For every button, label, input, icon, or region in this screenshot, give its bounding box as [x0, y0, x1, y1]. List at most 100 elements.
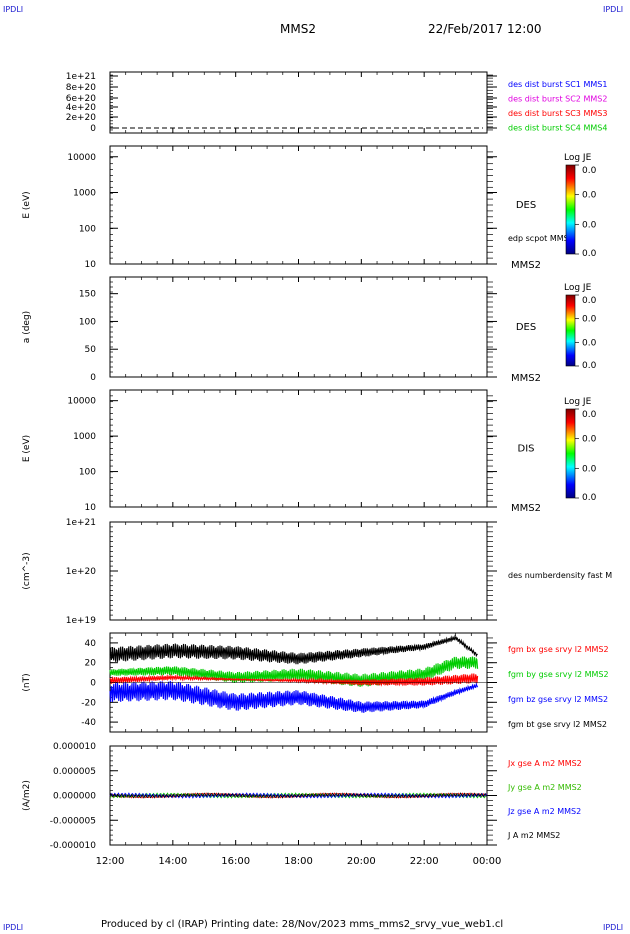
colorbar-label: 0.0 [582, 249, 597, 259]
colorbar-label: 0.0 [582, 464, 597, 474]
panel-label: DES [516, 322, 536, 333]
colorbar-title: Log JE [564, 397, 592, 407]
panel-sublabel: edp scpot MMS2 [508, 234, 574, 243]
series-line-2 [109, 673, 479, 687]
colorbar-title: Log JE [564, 153, 592, 163]
y-axis-title: (nT) [22, 673, 32, 691]
y-tick-label: 1000 [73, 432, 96, 442]
y-tick-label: 1e+21 [66, 72, 96, 82]
y-tick-label: 50 [85, 345, 97, 355]
y-tick-label: 10000 [67, 397, 96, 407]
corner-mark-bottom-right: IPDLI [603, 923, 624, 932]
y-tick-label: 1e+19 [66, 616, 97, 626]
panel-frame-1 [109, 145, 488, 265]
legend-label: des dist burst SC4 MMS4 [508, 124, 607, 133]
legend-label: des dist burst SC1 MMS1 [508, 80, 607, 89]
y-tick-label: 0.000010 [53, 742, 96, 752]
y-axis-title: E (eV) [22, 191, 32, 218]
colorbar-label: 0.0 [582, 361, 597, 371]
colorbar-label: 0.0 [582, 166, 597, 176]
time-tick-label: 00:00 [473, 856, 502, 867]
y-tick-label: 6e+20 [66, 94, 97, 104]
colorbar [565, 294, 576, 367]
colorbar [565, 164, 576, 255]
plot-datetime: 22/Feb/2017 12:00 [428, 22, 542, 36]
y-tick-label: -20 [81, 698, 96, 708]
legend-label: fgm bx gse srvy l2 MMS2 [508, 645, 609, 654]
panel-frame-3 [109, 389, 488, 508]
y-tick-label: 10000 [67, 153, 96, 163]
legend-label: Jy gse A m2 MMS2 [507, 783, 582, 792]
y-tick-label: 2e+20 [66, 113, 97, 123]
y-tick-label: 10 [85, 260, 97, 270]
legend-label: des numberdensity fast M [508, 571, 612, 580]
y-tick-label: 0 [90, 373, 96, 383]
panel-frame-4 [109, 521, 488, 621]
corner-mark-bottom-left: IPDLI [3, 923, 24, 932]
colorbar-label: 0.0 [582, 315, 597, 325]
y-tick-label: 0.000000 [53, 792, 96, 802]
time-tick-label: 18:00 [284, 856, 313, 867]
y-axis-title: E (eV) [22, 435, 32, 462]
y-tick-label: 100 [79, 317, 96, 327]
colorbar-label: 0.0 [582, 493, 597, 503]
y-tick-label: 100 [79, 224, 96, 234]
legend-label: des dist burst SC3 MMS3 [508, 109, 607, 118]
legend-label: Jx gse A m2 MMS2 [507, 759, 582, 768]
satellite-label: MMS2 [511, 373, 541, 384]
time-tick-label: 14:00 [158, 856, 187, 867]
y-tick-label: 1000 [73, 189, 96, 199]
y-tick-label: -0.000005 [50, 816, 96, 826]
corner-mark-top-left: IPDLI [3, 5, 24, 14]
y-tick-label: 150 [79, 290, 96, 300]
footer-credits: Produced by cl (IRAP) Printing date: 28/… [101, 919, 504, 930]
y-axis-title: (cm^-3) [22, 552, 32, 589]
colorbar [565, 408, 576, 499]
legend-label: des dist burst SC2 MMS2 [508, 95, 607, 104]
y-tick-label: 40 [85, 639, 97, 649]
y-tick-label: 0 [90, 679, 96, 689]
y-tick-label: 10 [85, 503, 97, 513]
colorbar-label: 0.0 [582, 296, 597, 306]
legend-label: fgm bt gse srvy l2 MMS2 [508, 720, 607, 729]
colorbar-label: 0.0 [582, 435, 597, 445]
y-tick-label: 1e+20 [66, 567, 97, 577]
colorbar-label: 0.0 [582, 220, 597, 230]
panel-frame-2 [109, 276, 488, 378]
y-tick-label: 8e+20 [66, 83, 97, 93]
y-axis-title: (A/m2) [22, 780, 32, 811]
y-tick-label: 20 [85, 659, 97, 669]
y-tick-label: 4e+20 [66, 103, 97, 113]
y-tick-label: -40 [81, 718, 96, 728]
colorbar-title: Log JE [564, 283, 592, 293]
corner-mark-top-right: IPDLI [603, 5, 624, 14]
y-axis-title: a (deg) [22, 311, 32, 343]
panel-label: DES [516, 200, 536, 211]
satellite-label: MMS2 [511, 260, 541, 271]
y-tick-label: 100 [79, 468, 96, 478]
legend-label: Jz gse A m2 MMS2 [507, 807, 581, 816]
time-tick-label: 12:00 [96, 856, 125, 867]
y-tick-label: 1e+21 [66, 518, 96, 528]
current-line-3 [109, 792, 488, 799]
series-line-3 [109, 680, 479, 713]
satellite-label: MMS2 [511, 503, 541, 514]
time-tick-label: 16:00 [221, 856, 250, 867]
colorbar-label: 0.0 [582, 410, 597, 420]
series-line-0 [109, 634, 478, 665]
panel-frame-0 [109, 71, 488, 134]
series-line-1 [109, 656, 479, 687]
legend-label: fgm by gse srvy l2 MMS2 [508, 670, 609, 679]
y-tick-label: 0.000005 [53, 767, 96, 777]
colorbar-label: 0.0 [582, 191, 597, 201]
colorbar-label: 0.0 [582, 338, 597, 348]
time-tick-label: 22:00 [410, 856, 439, 867]
legend-label: J A m2 MMS2 [507, 831, 560, 840]
plot-title: MMS2 [280, 22, 316, 36]
legend-label: fgm bz gse srvy l2 MMS2 [508, 695, 608, 704]
panel-label: DIS [518, 444, 535, 455]
y-tick-label: 0 [90, 124, 96, 134]
y-tick-label: -0.000010 [50, 841, 96, 851]
time-tick-label: 20:00 [347, 856, 376, 867]
